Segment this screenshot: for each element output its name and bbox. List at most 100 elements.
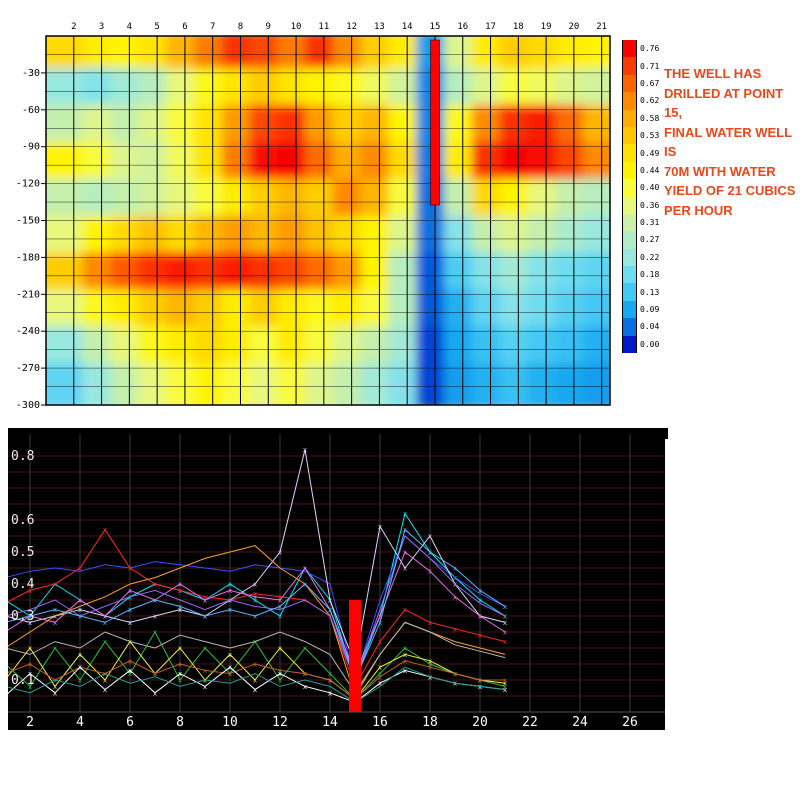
svg-text:x: x xyxy=(203,667,207,675)
svg-text:x: x xyxy=(478,597,482,605)
svg-text:x: x xyxy=(153,597,157,605)
svg-text:7: 7 xyxy=(210,22,215,32)
svg-text:14: 14 xyxy=(322,715,338,730)
svg-text:x: x xyxy=(53,581,57,589)
svg-text:x: x xyxy=(453,670,457,678)
series-s13 xyxy=(8,666,506,703)
svg-text:x: x xyxy=(253,581,257,589)
svg-text:x: x xyxy=(128,619,132,627)
svg-text:x: x xyxy=(153,629,157,637)
svg-text:20: 20 xyxy=(472,715,488,730)
svg-text:x: x xyxy=(28,683,32,691)
svg-text:x: x xyxy=(28,661,32,669)
svg-text:3: 3 xyxy=(99,22,104,32)
series-s11 xyxy=(8,621,506,694)
svg-text:x: x xyxy=(78,597,82,605)
svg-text:26: 26 xyxy=(622,715,638,730)
svg-text:x: x xyxy=(378,523,382,531)
series-s12 xyxy=(8,660,505,700)
legend-item: 0.76 xyxy=(622,40,660,58)
svg-text:x: x xyxy=(278,603,282,611)
svg-text:24: 24 xyxy=(572,715,588,730)
svg-text:x: x xyxy=(53,619,57,627)
legend-value: 0.67 xyxy=(640,78,660,88)
svg-text:x: x xyxy=(378,638,382,646)
svg-text:x: x xyxy=(278,670,282,678)
svg-text:x: x xyxy=(153,689,157,697)
legend-value: 0.31 xyxy=(640,218,660,228)
svg-text:x: x xyxy=(378,680,382,688)
svg-text:x: x xyxy=(253,597,257,605)
svg-text:x: x xyxy=(53,606,57,614)
svg-text:11: 11 xyxy=(318,22,329,32)
contour-chart: 2 3 4 5 6 7 8 9 10 11 12 13 14 15 16 17 18 19 20 21 -30 -60 -9… xyxy=(16,22,611,411)
svg-text:x: x xyxy=(228,670,232,678)
series-s14 xyxy=(8,666,506,703)
svg-text:x: x xyxy=(253,661,257,669)
well-bar-bottom xyxy=(349,600,361,712)
svg-text:x: x xyxy=(228,581,232,589)
svg-text:-180: -180 xyxy=(16,252,40,263)
svg-text:x: x xyxy=(103,686,107,694)
legend-item: 0.71 xyxy=(622,57,659,75)
svg-text:14: 14 xyxy=(402,22,413,32)
legend-swatch xyxy=(622,144,637,162)
legend-swatch xyxy=(622,300,637,319)
svg-text:x: x xyxy=(328,597,332,605)
svg-text:x: x xyxy=(478,632,482,640)
svg-text:-60: -60 xyxy=(22,105,40,116)
svg-text:4: 4 xyxy=(76,715,84,730)
svg-text:x: x xyxy=(103,619,107,627)
svg-text:x: x xyxy=(103,638,107,646)
svg-text:x: x xyxy=(178,661,182,669)
svg-text:x: x xyxy=(503,629,507,637)
svg-text:-150: -150 xyxy=(16,216,40,227)
svg-text:x: x xyxy=(428,568,432,576)
svg-text:x: x xyxy=(253,590,257,598)
svg-text:x: x xyxy=(403,651,407,659)
legend-item: 0.13 xyxy=(622,283,659,301)
legend-value: 0.58 xyxy=(640,113,660,123)
legend-swatch xyxy=(622,161,637,180)
legend-item: 0.67 xyxy=(622,74,660,93)
svg-text:18: 18 xyxy=(422,715,438,730)
svg-text:-210: -210 xyxy=(16,289,40,300)
svg-text:x: x xyxy=(378,664,382,672)
legend-item: 0.62 xyxy=(622,92,659,110)
svg-text:10: 10 xyxy=(291,22,302,32)
svg-text:0.6: 0.6 xyxy=(11,513,34,528)
legend-item: 0.44 xyxy=(622,161,659,180)
legend-value: 0.76 xyxy=(640,44,660,54)
svg-text:x: x xyxy=(428,664,432,672)
series-s10 xyxy=(8,528,506,682)
svg-text:x: x xyxy=(403,510,407,518)
svg-text:x: x xyxy=(378,670,382,678)
svg-text:x: x xyxy=(503,680,507,688)
svg-text:x: x xyxy=(203,597,207,605)
legend-item: 0.09 xyxy=(622,300,659,319)
svg-text:x: x xyxy=(203,593,207,601)
legend-swatch xyxy=(622,74,637,93)
svg-text:x: x xyxy=(178,603,182,611)
svg-text:21: 21 xyxy=(596,22,607,32)
svg-text:x: x xyxy=(53,645,57,653)
contour-axis-labels: 2 3 4 5 6 7 8 9 10 11 12 13 14 15 16 17 18 19 20 21 -30 -60 -9… xyxy=(16,22,607,411)
profiles-grid xyxy=(8,434,665,713)
legend-swatch xyxy=(622,266,637,284)
svg-text:16: 16 xyxy=(372,715,388,730)
series-s5 xyxy=(8,551,506,675)
svg-text:x: x xyxy=(278,667,282,675)
legend-item: 0.53 xyxy=(622,126,659,145)
legend-item: 0.58 xyxy=(622,109,660,127)
series-s8 xyxy=(8,640,506,700)
svg-text:x: x xyxy=(328,606,332,614)
svg-text:x: x xyxy=(228,664,232,672)
svg-text:x: x xyxy=(403,526,407,534)
svg-text:18: 18 xyxy=(513,22,524,32)
svg-text:x: x xyxy=(28,670,32,678)
legend-item: 0.22 xyxy=(622,248,659,267)
svg-text:x: x xyxy=(303,565,307,573)
svg-text:8: 8 xyxy=(176,715,184,730)
